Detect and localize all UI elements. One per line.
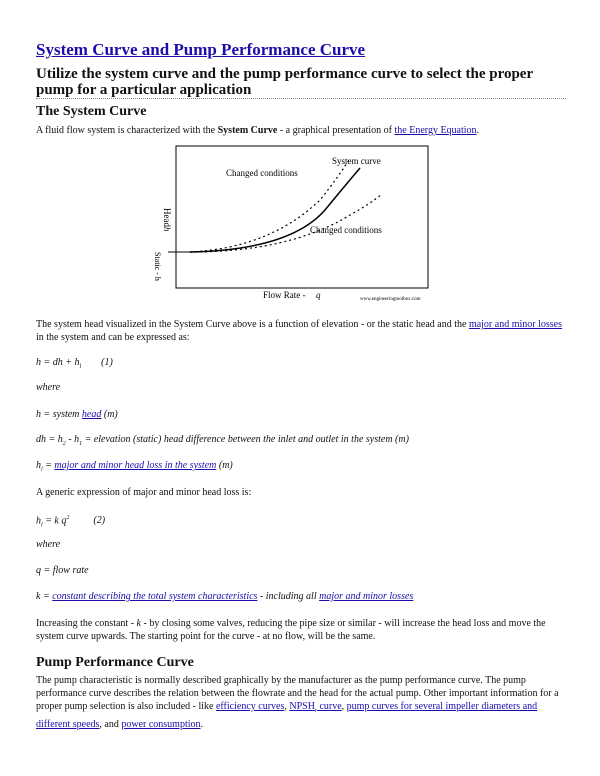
intro-text: A fluid flow system is characterized wit… (36, 125, 218, 136)
para3-a: Increasing the constant - (36, 618, 137, 629)
efficiency-curves-link[interactable]: efficiency curves (215, 701, 285, 712)
para2-text: The system head visualized in the System… (36, 319, 469, 330)
system-curve-figure: System curve Changed conditions Changed … (153, 145, 429, 302)
def-hl-a: h (36, 460, 41, 471)
system-characteristics-link[interactable]: constant describing the total system cha… (52, 591, 258, 602)
npsh-sub: r (314, 708, 317, 714)
eq2-number: (2) (93, 515, 106, 527)
sep-3: , and (99, 719, 122, 730)
impeller-curves-link[interactable]: pump curves for several impeller diamete… (36, 701, 538, 730)
pump-curve-paragraph: The pump characteristic is normally desc… (36, 674, 566, 731)
eq1-text: h = dh + h (36, 357, 80, 368)
figure-frame (175, 145, 429, 289)
def-dh: dh = h2 - h1 = elevation (static) head d… (36, 433, 409, 451)
def-k-a: k = (36, 591, 53, 602)
major-minor-losses-link-2[interactable]: major and minor losses (319, 591, 414, 602)
equation-1: h = dh + hl (1) (36, 356, 113, 374)
def-h-unit: (m) (101, 409, 118, 420)
def-k-b: - including all (257, 591, 320, 602)
xlabel-q: q (316, 290, 321, 300)
power-consumption-link[interactable]: power consumption (121, 719, 201, 730)
sep-2: , (341, 701, 347, 712)
npsh-curve-link[interactable]: NPSHr curve (289, 701, 342, 714)
generic-expression: A generic expression of major and minor … (36, 487, 252, 498)
def-hl-c: (m) (216, 460, 233, 471)
npsh-label: NPSH (289, 701, 315, 712)
major-minor-losses-link[interactable]: major and minor losses (468, 319, 562, 330)
changed-conditions-lower-curve (189, 193, 383, 253)
watermark: www.engineeringtoolbox.com (360, 297, 421, 302)
head-link[interactable]: head (81, 409, 102, 420)
para3-k: k (136, 618, 141, 629)
def-dh-b: - h (65, 434, 80, 445)
eq1-number: (1) (101, 357, 113, 368)
system-head-paragraph: The system head visualized in the System… (36, 318, 566, 344)
sep-1: , (284, 701, 290, 712)
def-h-text: h = system (36, 409, 82, 420)
intro-bold: System Curve (217, 125, 278, 136)
end-period: . (200, 719, 204, 730)
def-hl-sub: l (41, 467, 43, 473)
para3-b: - by closing some valves, reducing the p… (36, 618, 546, 642)
intro-end: . (476, 125, 480, 136)
energy-equation-link[interactable]: the Energy Equation (394, 125, 477, 136)
divider (36, 98, 566, 99)
label-changed-lower: Changed conditions (310, 225, 382, 235)
def-dh-sub2: 2 (62, 441, 66, 447)
def-dh-c: = elevation (static) head difference bet… (82, 434, 409, 445)
system-curve-line (189, 167, 361, 253)
def-dh-a: dh = h (36, 434, 63, 445)
head-loss-link[interactable]: major and minor head loss in the system (54, 460, 217, 471)
ylabel-head: Head (162, 208, 172, 227)
increasing-constant-paragraph: Increasing the constant - k - by closing… (36, 617, 566, 643)
label-changed-upper: Changed conditions (226, 168, 298, 178)
page-title-link[interactable]: System Curve and Pump Performance Curve (36, 40, 366, 59)
eq2-a: h (36, 515, 41, 527)
where-1: where (36, 382, 61, 393)
label-system-curve: System curve (332, 156, 381, 166)
def-h: h = system head (m) (36, 408, 118, 421)
where-2: where (36, 539, 61, 550)
xlabel: Flow Rate - (263, 290, 306, 300)
eq1-sub: l (79, 364, 82, 370)
eq2-sub: l (41, 522, 43, 529)
intro-paragraph: A fluid flow system is characterized wit… (36, 124, 566, 137)
def-dh-sub1: 1 (79, 441, 83, 447)
ylabel-h: h (162, 227, 172, 232)
eq2-b: = k q (42, 515, 67, 527)
pump-para-text: The pump characteristic is normally desc… (36, 675, 559, 712)
def-k: k = constant describing the total system… (36, 590, 413, 603)
section-heading-system-curve: The System Curve (36, 104, 147, 119)
def-q: q = flow rate (36, 565, 89, 576)
ylabel-static: Static - h (153, 252, 162, 281)
intro-text-b: - a graphical presentation of (277, 125, 395, 136)
def-hl: hl = major and minor head loss in the sy… (36, 459, 233, 477)
page-subtitle: Utilize the system curve and the pump pe… (36, 66, 533, 98)
def-hl-b: = (42, 460, 55, 471)
para2-text-b: in the system and can be expressed as: (36, 332, 190, 343)
eq2-sup: 2 (66, 515, 70, 521)
section-heading-pump-curve: Pump Performance Curve (36, 655, 194, 670)
npsh-curve-label: curve (316, 701, 342, 712)
equation-2: hl = k q2 (2) (36, 512, 105, 532)
